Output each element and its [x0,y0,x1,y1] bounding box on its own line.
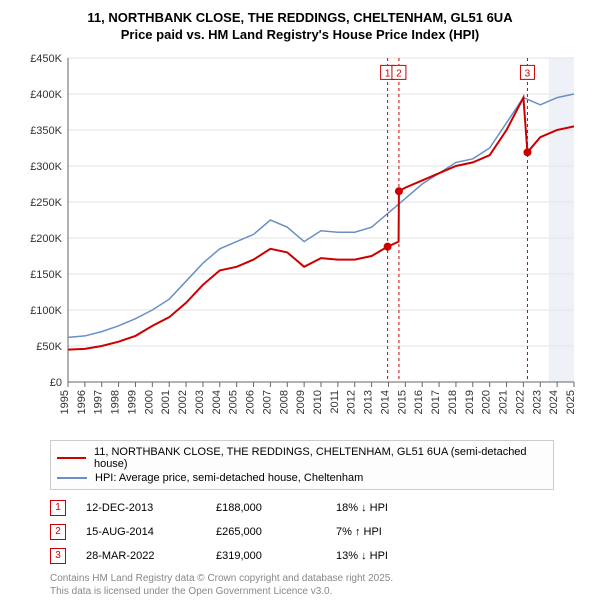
event-delta: 7% ↑ HPI [336,526,436,538]
svg-text:1995: 1995 [59,390,71,414]
svg-text:£400K: £400K [30,89,62,101]
footer-line2: This data is licensed under the Open Gov… [50,585,580,598]
svg-text:2017: 2017 [430,390,442,414]
event-delta: 18% ↓ HPI [336,502,436,514]
svg-text:2018: 2018 [447,390,459,414]
svg-text:2002: 2002 [177,390,189,414]
svg-text:1: 1 [385,68,391,79]
legend-label: 11, NORTHBANK CLOSE, THE REDDINGS, CHELT… [94,446,547,470]
svg-text:2015: 2015 [396,390,408,414]
svg-text:£350K: £350K [30,125,62,137]
svg-text:£50K: £50K [36,341,62,353]
chart-title: 11, NORTHBANK CLOSE, THE REDDINGS, CHELT… [10,10,590,44]
legend-label: HPI: Average price, semi-detached house,… [95,472,363,484]
event-price: £319,000 [216,550,336,562]
svg-text:2020: 2020 [481,390,493,414]
event-row: 1 12-DEC-2013£188,00018% ↓ HPI [50,496,550,520]
event-price: £188,000 [216,502,336,514]
svg-text:2023: 2023 [531,390,543,414]
title-line1: 11, NORTHBANK CLOSE, THE REDDINGS, CHELT… [10,10,590,27]
event-date: 15-AUG-2014 [86,526,216,538]
svg-text:£300K: £300K [30,161,62,173]
event-row: 3 28-MAR-2022£319,00013% ↓ HPI [50,544,550,568]
legend-item: HPI: Average price, semi-detached house,… [57,471,547,485]
svg-text:£100K: £100K [30,305,62,317]
chart-area: £0 £50K £100K £150K £200K £250K £300K £350K £400… [20,52,580,432]
svg-text:£250K: £250K [30,197,62,209]
svg-text:2022: 2022 [514,390,526,414]
svg-text:2016: 2016 [413,390,425,414]
svg-text:2005: 2005 [228,390,240,414]
event-date: 28-MAR-2022 [86,550,216,562]
svg-text:£200K: £200K [30,233,62,245]
svg-text:3: 3 [525,68,531,79]
svg-text:2003: 2003 [194,390,206,414]
event-marker: 2 [50,524,66,540]
svg-text:2024: 2024 [548,390,560,414]
event-row: 2 15-AUG-2014£265,0007% ↑ HPI [50,520,550,544]
svg-text:2000: 2000 [143,390,155,414]
legend: 11, NORTHBANK CLOSE, THE REDDINGS, CHELT… [50,440,554,490]
svg-text:2007: 2007 [261,390,273,414]
svg-text:1998: 1998 [110,390,122,414]
svg-text:2011: 2011 [329,390,341,414]
events-table: 1 12-DEC-2013£188,00018% ↓ HPI 2 15-AUG-201… [50,496,550,568]
footer-line1: Contains HM Land Registry data © Crown c… [50,572,580,585]
event-delta: 13% ↓ HPI [336,550,436,562]
svg-text:2014: 2014 [379,390,391,414]
event-price: £265,000 [216,526,336,538]
svg-text:2025: 2025 [565,390,577,414]
svg-text:2: 2 [396,68,402,79]
svg-text:2010: 2010 [312,390,324,414]
svg-text:2009: 2009 [295,390,307,414]
svg-text:2006: 2006 [245,390,257,414]
legend-swatch [57,477,87,479]
svg-text:2013: 2013 [363,390,375,414]
svg-text:2021: 2021 [498,390,510,414]
svg-text:1997: 1997 [93,390,105,414]
svg-text:£0: £0 [50,377,62,389]
svg-text:1999: 1999 [126,390,138,414]
svg-text:1996: 1996 [76,390,88,414]
footer-note: Contains HM Land Registry data © Crown c… [50,572,580,598]
svg-text:2019: 2019 [464,390,476,414]
event-date: 12-DEC-2013 [86,502,216,514]
line-chart-svg: £0 £50K £100K £150K £200K £250K £300K £350K £400… [20,52,580,432]
svg-text:2001: 2001 [160,390,172,414]
svg-text:2004: 2004 [211,390,223,414]
legend-swatch [57,457,86,459]
svg-text:2008: 2008 [278,390,290,414]
title-line2: Price paid vs. HM Land Registry's House … [10,27,590,44]
svg-text:£450K: £450K [30,53,62,65]
event-marker: 1 [50,500,66,516]
legend-item: 11, NORTHBANK CLOSE, THE REDDINGS, CHELT… [57,445,547,471]
svg-text:2012: 2012 [346,390,358,414]
event-marker: 3 [50,548,66,564]
svg-text:£150K: £150K [30,269,62,281]
